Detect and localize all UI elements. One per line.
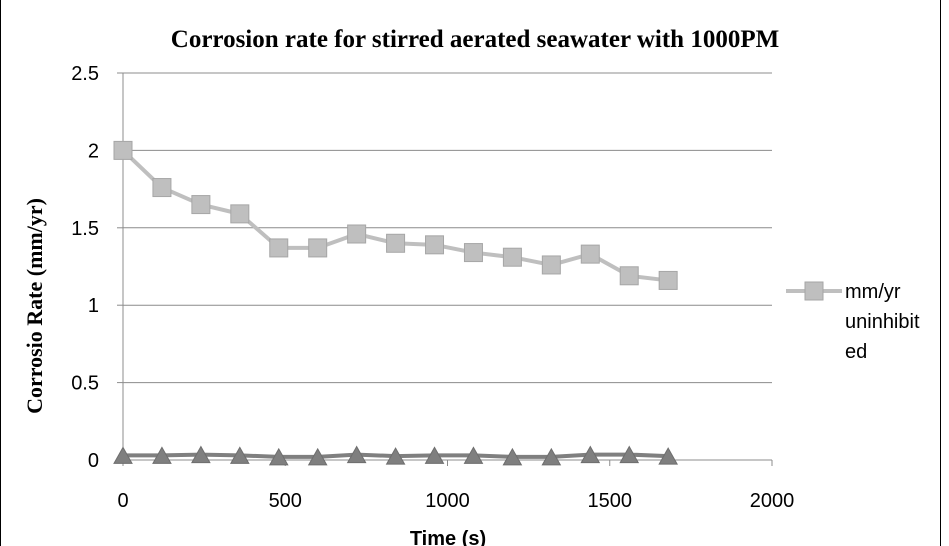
square-marker (463, 243, 483, 263)
triangle-marker (502, 447, 523, 466)
square-marker (658, 270, 678, 290)
triangle-marker (268, 447, 289, 466)
x-tick-label: 1500 (588, 490, 633, 512)
triangle-marker (385, 447, 406, 465)
triangle-marker (658, 447, 679, 465)
square-marker (269, 238, 289, 258)
y-tick-label: 2 (88, 140, 99, 162)
square-marker (619, 266, 639, 286)
y-tick-label: 2.5 (71, 63, 99, 85)
triangle-marker (191, 445, 211, 464)
x-axis-label: Time (s) (410, 528, 486, 546)
y-tick-label: 1 (88, 295, 99, 317)
triangle-marker (424, 446, 445, 464)
triangle-marker (346, 445, 367, 464)
triangle-marker (619, 445, 640, 464)
triangle-marker (152, 446, 172, 464)
y-axis-label: Corrosio Rate (mm/yr) (22, 198, 47, 414)
triangle-marker (541, 447, 562, 466)
legend: mm/yr uninhibit ed (786, 281, 920, 363)
y-tick-label: 0.5 (71, 373, 99, 395)
square-marker (502, 247, 522, 267)
square-marker (152, 178, 172, 198)
legend-label: ed (845, 341, 867, 363)
chart-title: Corrosion rate for stirred aerated seawa… (171, 26, 779, 53)
x-tick-label: 1000 (425, 490, 470, 512)
triangle-marker (463, 446, 484, 464)
square-marker (580, 244, 600, 264)
legend-label: mm/yr (845, 281, 901, 303)
triangle-marker (307, 447, 328, 466)
triangle-marker (580, 445, 601, 464)
y-tick-label: 1.5 (71, 218, 99, 240)
square-marker (425, 235, 445, 255)
triangle-marker (229, 446, 250, 464)
grid (123, 72, 772, 384)
square-marker (386, 233, 406, 253)
legend-label: uninhibit (845, 311, 920, 333)
y-tick-labels: 0 0.5 1 1.5 2 2.5 (71, 63, 99, 472)
square-marker (347, 224, 367, 244)
series (113, 140, 679, 466)
square-marker (113, 140, 133, 160)
triangle-marker (113, 446, 133, 464)
x-tick-label: 500 (269, 490, 302, 512)
y-tick-label: 0 (88, 450, 99, 472)
x-tick-labels: 0 500 1000 1500 2000 (117, 490, 794, 512)
square-marker (230, 204, 250, 224)
x-tick-label: 0 (117, 490, 128, 512)
square-marker (308, 238, 328, 258)
x-tick-label: 2000 (750, 490, 795, 512)
legend-square-marker (804, 281, 824, 301)
square-marker (541, 255, 561, 275)
square-marker (191, 195, 211, 215)
